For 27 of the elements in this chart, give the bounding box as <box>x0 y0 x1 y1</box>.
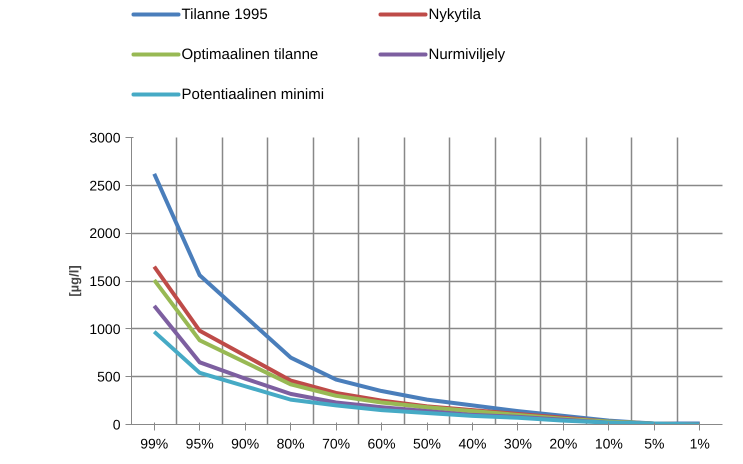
x-tick-label: 1% <box>690 436 710 452</box>
y-tick-label: 3000 <box>89 130 121 146</box>
x-tick-label: 10% <box>594 436 623 452</box>
y-axis-title: [µg/l] <box>66 265 82 297</box>
x-tick-label: 5% <box>644 436 664 452</box>
y-tick-label: 1000 <box>89 320 121 337</box>
y-tick-label: 1500 <box>89 273 121 289</box>
x-tick-label: 40% <box>458 436 486 452</box>
legend-label: Optimaalinen tilanne <box>182 46 318 63</box>
x-tick-label: 99% <box>140 436 168 452</box>
y-tick-label: 0 <box>112 416 121 432</box>
x-tick-label: 50% <box>412 436 442 452</box>
legend-label: Nurmiviljely <box>428 46 506 63</box>
legend-label: Tilanne 1995 <box>182 6 268 23</box>
x-tick-label: 95% <box>186 436 214 452</box>
line-series <box>152 330 702 424</box>
y-tick-label: 2000 <box>89 225 121 242</box>
x-tick-label: 70% <box>322 436 350 452</box>
x-tick-label: 60% <box>368 436 396 452</box>
y-tick-label: 500 <box>97 368 121 385</box>
y-tick-label: 2500 <box>89 177 121 194</box>
x-tick-label: 80% <box>276 436 305 452</box>
x-tick-label: 30% <box>504 436 532 452</box>
x-tick-label: 20% <box>549 436 578 452</box>
x-tick-label: 90% <box>231 436 260 452</box>
legend-label: Potentiaalinen minimi <box>182 86 324 103</box>
legend-label: Nykytila <box>428 6 482 23</box>
